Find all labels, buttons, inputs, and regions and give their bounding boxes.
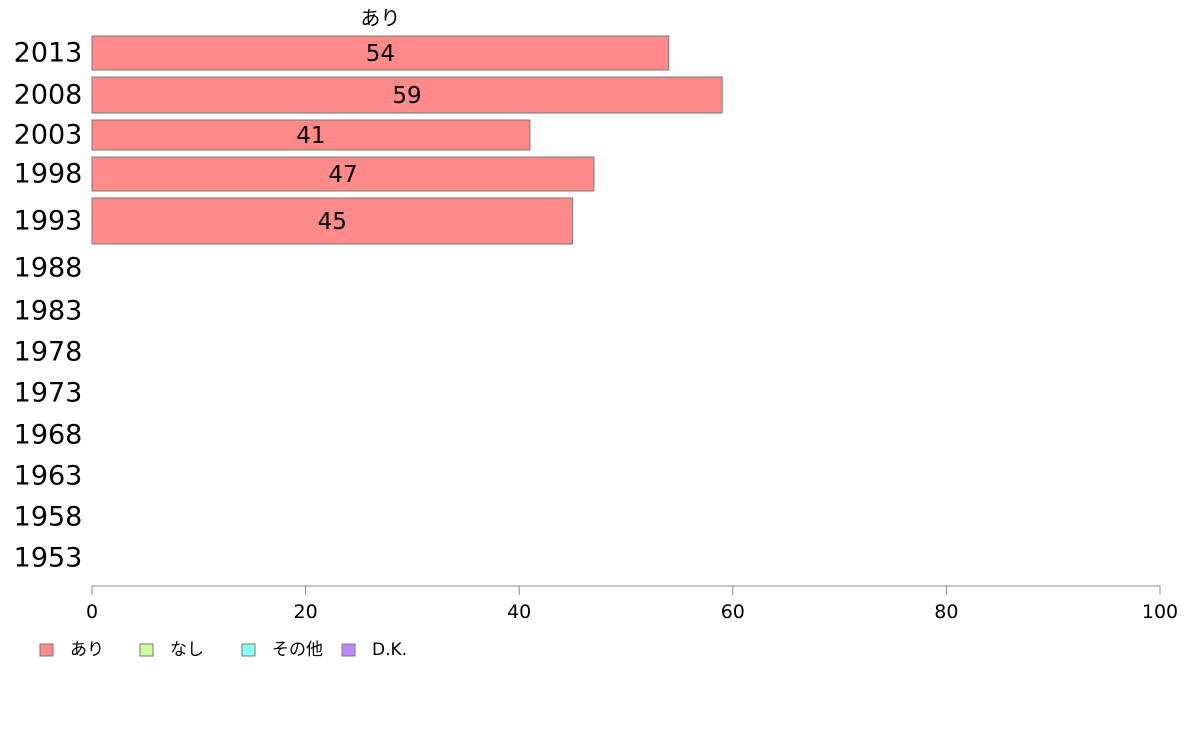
category-label: 1963 — [14, 461, 83, 492]
x-axis: 0 20 40 60 80 100 — [86, 585, 1178, 623]
bar-1993-series-0 — [91, 197, 574, 245]
bar-value-label: 45 — [318, 209, 347, 235]
category-label: 1953 — [14, 543, 83, 574]
x-tick-label: 20 — [294, 601, 318, 623]
x-tick-label: 0 — [86, 601, 98, 623]
category-label: 2013 — [14, 38, 83, 69]
category-label: 1968 — [14, 420, 83, 451]
category-label: 1983 — [14, 296, 83, 327]
category-label: 1988 — [14, 253, 83, 284]
legend-label: D.K. — [372, 640, 407, 660]
category-label: 1973 — [14, 378, 83, 409]
category-label: 1958 — [14, 502, 83, 533]
x-tick-label: 60 — [721, 601, 745, 623]
legend-label: なし — [170, 640, 204, 660]
bar-value-label: 59 — [392, 83, 421, 109]
bar-2013-series-0 — [91, 35, 670, 71]
x-tick-label: 40 — [507, 601, 531, 623]
bar-1998-series-0 — [91, 156, 595, 192]
category-label: 1993 — [14, 206, 83, 237]
bar-value-label: 41 — [296, 123, 325, 149]
bar-2003-series-0 — [91, 119, 531, 151]
category-label: 1998 — [14, 159, 83, 190]
x-tick-label: 80 — [934, 601, 958, 623]
series-header: あり — [360, 6, 400, 30]
legend-swatch — [241, 643, 256, 657]
bar-value-label: 54 — [366, 41, 395, 67]
legend: あり なし その他 D.K. — [39, 640, 407, 660]
category-label: 2003 — [14, 120, 83, 151]
legend-swatch — [341, 643, 356, 657]
legend-swatch — [39, 643, 54, 657]
bar-2008-series-0 — [91, 76, 723, 114]
category-label: 1978 — [14, 337, 83, 368]
category-label: 2008 — [14, 80, 83, 111]
bar-value-label: 47 — [328, 162, 357, 188]
category-labels: 2013 2008 2003 1998 1993 1988 1983 1978 1973 1968… — [14, 38, 83, 574]
x-tick-label: 100 — [1142, 601, 1178, 623]
legend-label: あり — [70, 640, 104, 660]
legend-label: その他 — [272, 640, 323, 660]
series-header-layer: あり — [360, 6, 400, 30]
legend-swatch — [139, 643, 154, 657]
